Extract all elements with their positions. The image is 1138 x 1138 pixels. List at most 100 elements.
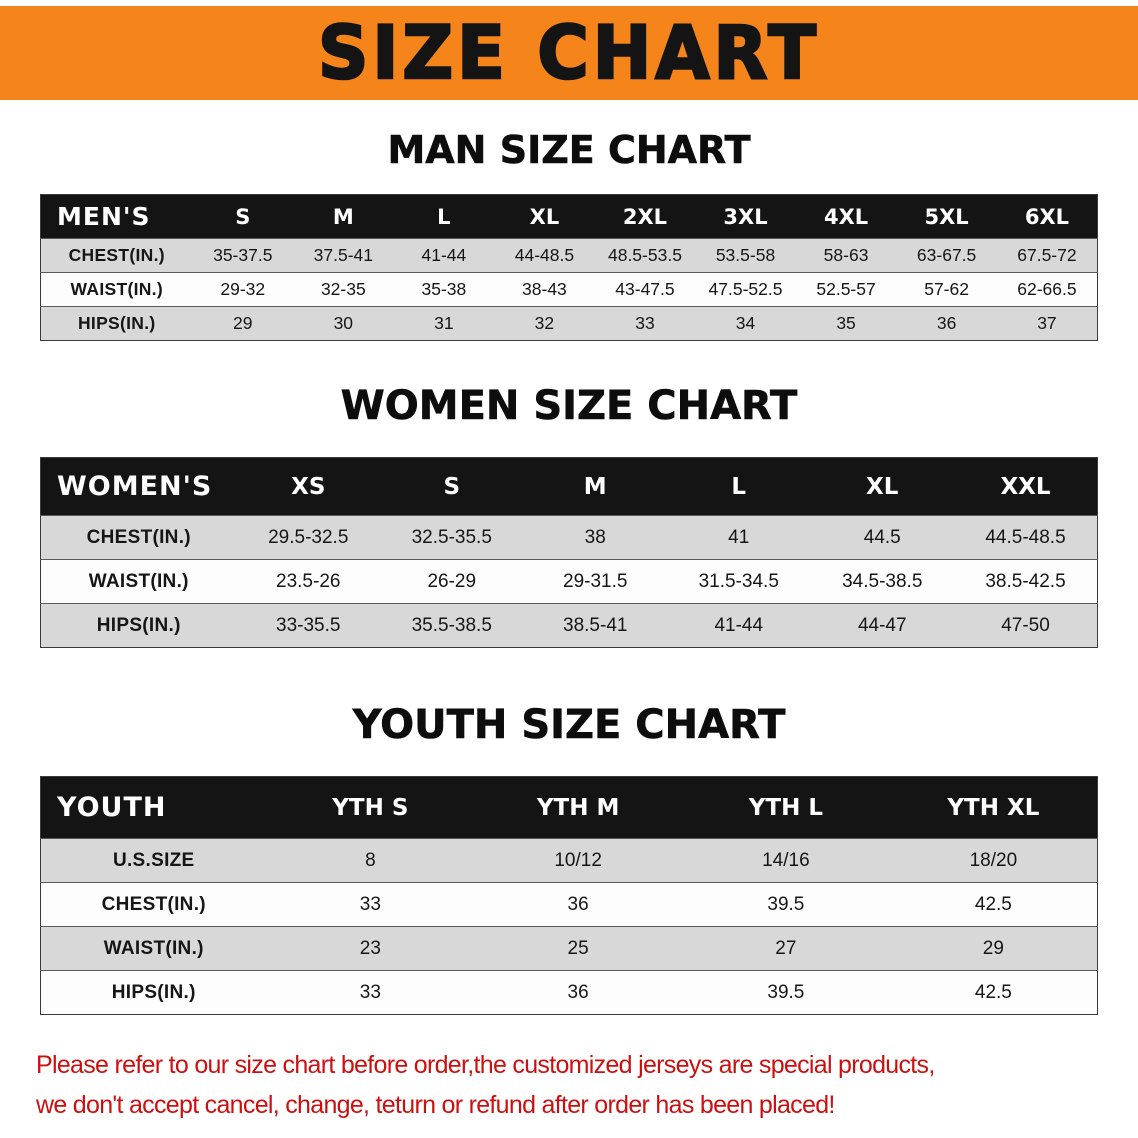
youth-size-chart-section: YOUTH SIZE CHART YOUTH YTH S YTH M YTH L YTH … [0, 702, 1138, 1015]
women-size-chart-section: WOMEN SIZE CHART WOMEN'S XS S M L XL XXL CHEST(I… [0, 383, 1138, 648]
size-cell: 38.5-42.5 [985, 570, 1066, 592]
size-cell: 18/20 [969, 849, 1018, 871]
size-cell: 27 [775, 937, 797, 959]
size-cell: 31 [434, 313, 454, 333]
women-section-heading: WOMEN SIZE CHART [340, 383, 798, 430]
table-row: WAIST(IN.) 23 25 27 29 [40, 926, 1098, 971]
size-cell: 14/16 [762, 849, 810, 871]
size-cell: 34 [735, 313, 756, 333]
column-header: XL [810, 457, 954, 516]
size-cell: 33 [359, 981, 381, 1003]
row-label: CHEST(IN.) [101, 893, 206, 915]
size-cell: 42.5 [974, 893, 1012, 915]
table-row: U.S.SIZE 8 10/12 14/16 18/20 [40, 838, 1098, 883]
footer-notice: Please refer to our size chart before or… [0, 1045, 1138, 1125]
women-group-label: WOMEN'S [40, 457, 237, 516]
size-cell: 35-38 [421, 279, 467, 299]
size-cell: 23.5-26 [276, 570, 341, 592]
row-label: HIPS(IN.) [96, 614, 181, 636]
size-cell: 33 [359, 893, 381, 915]
size-chart-page: SIZE CHART MAN SIZE CHART MEN'S S M L XL 2XL 3X… [0, 6, 1138, 1125]
row-label: U.S.SIZE [112, 849, 195, 871]
size-cell: 38.5-41 [563, 614, 628, 636]
size-cell: 44-48.5 [514, 245, 575, 265]
column-header: S [380, 457, 524, 516]
size-cell: 23 [359, 937, 381, 959]
size-cell: 33 [635, 313, 655, 333]
size-cell: 41-44 [714, 614, 764, 636]
size-cell: 35 [836, 313, 856, 333]
row-label: HIPS(IN.) [111, 981, 196, 1003]
size-cell: 31.5-34.5 [698, 570, 779, 592]
size-cell: 57-62 [924, 279, 969, 299]
size-cell: 52.5-57 [816, 279, 876, 299]
size-cell: 29 [233, 313, 253, 333]
footer-notice-line-1: Please refer to our size chart before or… [36, 1051, 935, 1079]
table-row: WAIST(IN.) 23.5-26 26-29 29-31.5 31.5-34.5 34… [40, 559, 1098, 604]
size-cell: 37 [1037, 313, 1057, 333]
column-header: M [293, 194, 394, 239]
size-cell: 58-63 [823, 245, 869, 265]
row-label: HIPS(IN.) [77, 313, 156, 333]
column-header: 4XL [795, 194, 897, 239]
youth-group-label: YOUTH [40, 776, 267, 839]
size-cell: 29-32 [220, 279, 266, 299]
banner: SIZE CHART [0, 6, 1138, 100]
size-cell: 32-35 [320, 279, 366, 299]
column-header: YTH S [266, 776, 475, 839]
column-header: YTH M [474, 776, 682, 839]
row-label: CHEST(IN.) [68, 245, 165, 265]
men-size-table: MEN'S S M L XL 2XL 3XL 4XL 5XL 6XL CHEST(IN.) 35-37… [40, 194, 1098, 341]
table-row: CHEST(IN.) 33 36 39.5 42.5 [40, 882, 1098, 927]
size-cell: 41-44 [421, 245, 467, 265]
men-section-heading: MAN SIZE CHART [387, 128, 751, 173]
women-size-table: WOMEN'S XS S M L XL XXL CHEST(IN.) 29.5-32.5 32.5… [40, 457, 1098, 648]
column-header: M [523, 457, 667, 516]
column-header: YTH XL [889, 776, 1098, 839]
column-header: L [393, 194, 495, 239]
size-cell: 33-35.5 [276, 614, 341, 636]
size-cell: 44.5 [863, 526, 901, 548]
men-size-chart-section: MAN SIZE CHART MEN'S S M L XL 2XL 3XL 4XL 5XL 6XL C… [0, 128, 1138, 341]
size-cell: 67.5-72 [1017, 245, 1077, 265]
size-cell: 44.5-48.5 [985, 526, 1066, 548]
size-cell: 62-66.5 [1017, 279, 1077, 299]
size-cell: 48.5-53.5 [607, 245, 682, 265]
size-cell: 39.5 [767, 893, 805, 915]
size-cell: 29-31.5 [563, 570, 628, 592]
women-header-row: WOMEN'S XS S M L XL XXL [40, 457, 1098, 516]
row-label: WAIST(IN.) [70, 279, 163, 299]
size-cell: 35-37.5 [213, 245, 273, 265]
size-cell: 36 [567, 981, 589, 1003]
size-cell: 32.5-35.5 [411, 526, 492, 548]
size-cell: 43-47.5 [615, 279, 675, 299]
page-title: SIZE CHART [317, 10, 821, 96]
table-row: HIPS(IN.) 33-35.5 35.5-38.5 38.5-41 41-44 44-… [40, 603, 1098, 648]
column-header: 2XL [594, 194, 696, 239]
youth-header-row: YOUTH YTH S YTH M YTH L YTH XL [40, 776, 1098, 839]
size-cell: 39.5 [767, 981, 805, 1003]
table-row: WAIST(IN.) 29-32 32-35 35-38 38-43 43-47.5 47.… [40, 272, 1098, 307]
size-cell: 42.5 [974, 981, 1012, 1003]
size-cell: 53.5-58 [715, 245, 776, 265]
column-header: YTH L [682, 776, 890, 839]
column-header: 5XL [896, 194, 997, 239]
table-row: CHEST(IN.) 35-37.5 37.5-41 41-44 44-48.5 48.5… [40, 238, 1098, 273]
size-cell: 37.5-41 [313, 245, 373, 265]
column-header: XL [494, 194, 595, 239]
size-cell: 29.5-32.5 [268, 526, 349, 548]
size-cell: 32 [534, 313, 555, 333]
column-header: S [192, 194, 294, 239]
size-cell: 30 [333, 313, 354, 333]
column-header: L [667, 457, 811, 516]
table-row: HIPS(IN.) 29 30 31 32 33 34 35 36 37 [40, 306, 1098, 341]
youth-section-heading: YOUTH SIZE CHART [352, 702, 786, 749]
size-cell: 47-50 [1001, 614, 1050, 636]
table-row: HIPS(IN.) 33 36 39.5 42.5 [40, 970, 1098, 1015]
column-header: XXL [954, 457, 1098, 516]
size-cell: 44-47 [857, 614, 907, 636]
row-label: WAIST(IN.) [103, 937, 204, 959]
size-cell: 38 [584, 526, 606, 548]
size-cell: 36 [936, 313, 957, 333]
column-header: 3XL [695, 194, 796, 239]
